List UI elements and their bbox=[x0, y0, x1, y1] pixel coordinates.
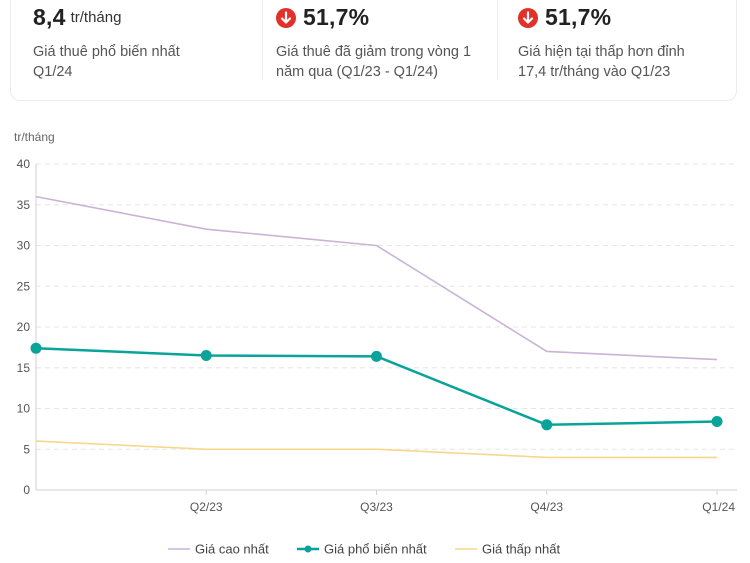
arrow-down-icon bbox=[276, 7, 296, 28]
y-axis-unit-label: tr/tháng bbox=[14, 130, 55, 144]
stat-description: Giá thuê đã giảm trong vòng 1 năm qua (Q… bbox=[276, 42, 471, 82]
stat-value: 8,4 bbox=[33, 4, 66, 30]
stat-divider bbox=[262, 0, 263, 80]
data-point bbox=[371, 350, 382, 362]
y-tick-label: 10 bbox=[17, 402, 31, 416]
stat-desc-line: năm qua (Q1/23 - Q1/24) bbox=[276, 64, 438, 80]
stat-desc-line: Giá thuê phổ biến nhất bbox=[33, 44, 180, 60]
x-tick-label: Q1/24 bbox=[702, 500, 735, 514]
legend-label: Giá thấp nhất bbox=[482, 542, 560, 557]
data-point bbox=[200, 350, 212, 362]
series-line-0 bbox=[35, 195, 718, 361]
stat-desc-line: Giá thuê đã giảm trong vòng 1 bbox=[276, 44, 472, 60]
stat-value: 51,7% bbox=[303, 4, 370, 30]
x-tick-label: Q4/23 bbox=[530, 500, 563, 514]
legend-label: Giá cao nhất bbox=[195, 542, 269, 557]
y-tick-label: 15 bbox=[17, 361, 31, 375]
legend-marker bbox=[304, 545, 312, 553]
y-tick-label: 25 bbox=[17, 279, 31, 293]
stat-description: Giá thuê phổ biến nhất Q1/24 bbox=[33, 42, 180, 82]
data-point bbox=[30, 342, 42, 354]
stat-description: Giá hiện tại thấp hơn đỉnh 17,4 tr/tháng… bbox=[518, 42, 685, 82]
stat-unit: tr/tháng bbox=[70, 9, 122, 26]
arrow-down-icon bbox=[518, 7, 538, 28]
x-tick-label: Q2/23 bbox=[190, 500, 223, 514]
stat-value: 51,7% bbox=[545, 4, 612, 30]
y-tick-label: 40 bbox=[17, 157, 31, 171]
stat-desc-line: Q1/24 bbox=[33, 64, 73, 80]
stat-headline: 51,7% bbox=[276, 4, 369, 31]
y-tick-label: 20 bbox=[17, 320, 31, 334]
data-point bbox=[711, 416, 723, 428]
stat-divider bbox=[497, 0, 498, 80]
y-tick-label: 5 bbox=[23, 442, 30, 456]
y-tick-label: 35 bbox=[17, 198, 31, 212]
stats-card: 8,4 tr/tháng Giá thuê phổ biến nhất Q1/2… bbox=[10, 0, 737, 101]
stat-desc-line: 17,4 tr/tháng vào Q1/23 bbox=[518, 64, 671, 80]
y-tick-label: 30 bbox=[17, 239, 31, 253]
x-tick-label: Q3/23 bbox=[360, 500, 393, 514]
data-point bbox=[541, 419, 553, 431]
legend-label: Giá phổ biến nhất bbox=[324, 542, 427, 557]
y-tick-label: 0 bbox=[23, 483, 30, 497]
stat-headline: 51,7% bbox=[518, 4, 611, 31]
stat-desc-line: Giá hiện tại thấp hơn đỉnh bbox=[518, 44, 685, 60]
stat-headline: 8,4 tr/tháng bbox=[33, 4, 121, 31]
series-line-2 bbox=[35, 440, 717, 459]
